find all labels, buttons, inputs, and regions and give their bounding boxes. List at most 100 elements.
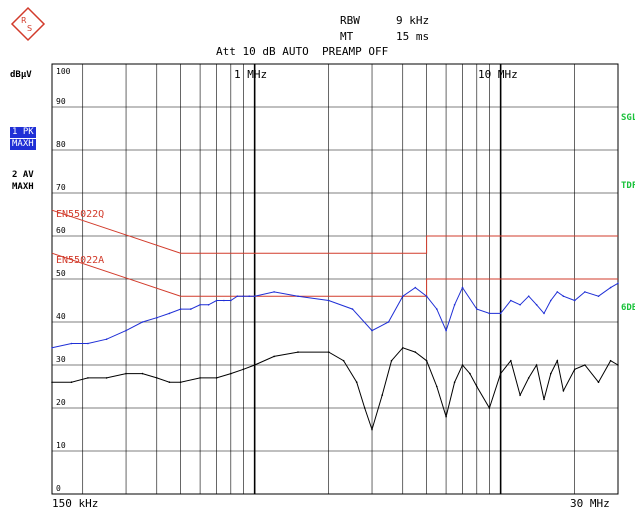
point-av-17 bbox=[342, 359, 345, 362]
y-tick-label-20: 20 bbox=[56, 398, 66, 407]
point-pk-15 bbox=[236, 295, 239, 298]
point-pk-17 bbox=[248, 295, 250, 298]
point-av-11 bbox=[230, 372, 232, 375]
point-av-8 bbox=[179, 381, 182, 384]
point-pk-43 bbox=[573, 299, 576, 302]
y-tick-label-10: 10 bbox=[56, 441, 66, 450]
point-av-0 bbox=[51, 381, 53, 384]
y-tick-label-60: 60 bbox=[56, 226, 66, 235]
point-av-20 bbox=[371, 428, 373, 431]
point-pk-4 bbox=[125, 329, 127, 332]
point-pk-20 bbox=[297, 295, 299, 298]
point-av-14 bbox=[273, 355, 275, 358]
point-av-18 bbox=[355, 381, 358, 384]
point-pk-37 bbox=[527, 295, 530, 298]
point-pk-28 bbox=[436, 308, 438, 310]
trace1-label[interactable]: 1 PK bbox=[10, 127, 36, 138]
point-pk-29 bbox=[445, 329, 447, 332]
point-av-31 bbox=[476, 385, 478, 388]
point-av-30 bbox=[469, 372, 471, 375]
point-pk-11 bbox=[207, 304, 210, 306]
tdf-indicator: TDF bbox=[621, 181, 635, 191]
point-pk-32 bbox=[476, 308, 478, 310]
att-line: Att 10 dB AUTO PREAMP OFF bbox=[216, 45, 389, 58]
trace2-label[interactable]: 2 AV bbox=[12, 170, 34, 180]
point-av-39 bbox=[550, 372, 552, 375]
point-av-29 bbox=[461, 364, 464, 366]
point-av-40 bbox=[556, 359, 559, 362]
point-pk-1 bbox=[70, 342, 73, 345]
point-pk-36 bbox=[519, 304, 521, 306]
point-av-4 bbox=[125, 372, 127, 375]
point-av-15 bbox=[297, 351, 299, 353]
sgl-indicator: SGL bbox=[621, 113, 635, 123]
point-av-2 bbox=[87, 377, 89, 379]
point-av-9 bbox=[199, 377, 201, 379]
point-pk-41 bbox=[556, 291, 559, 293]
point-av-23 bbox=[402, 347, 404, 349]
point-pk-23 bbox=[371, 329, 373, 332]
svg-text:S: S bbox=[27, 24, 32, 33]
point-av-1 bbox=[70, 381, 73, 384]
point-av-6 bbox=[156, 377, 158, 379]
x-label-start: 150 kHz bbox=[52, 497, 99, 510]
point-pk-31 bbox=[461, 286, 464, 289]
y-tick-label-0: 0 bbox=[56, 484, 61, 493]
point-av-3 bbox=[105, 377, 108, 379]
traces bbox=[51, 282, 619, 432]
unit-label: dBµV bbox=[10, 70, 32, 80]
y-tick-label-50: 50 bbox=[56, 269, 66, 278]
mt-value: 15 ms bbox=[396, 30, 430, 43]
point-av-19 bbox=[363, 407, 366, 409]
point-av-16 bbox=[327, 351, 330, 353]
point-av-27 bbox=[445, 415, 447, 418]
point-pk-6 bbox=[156, 316, 158, 319]
point-pk-39 bbox=[543, 312, 545, 315]
point-av-32 bbox=[488, 407, 491, 409]
point-av-7 bbox=[168, 381, 171, 384]
point-av-22 bbox=[390, 359, 393, 362]
y-tick-label-90: 90 bbox=[56, 97, 66, 106]
series-av bbox=[52, 347, 619, 432]
svg-text:R: R bbox=[21, 16, 27, 25]
point-av-33 bbox=[499, 372, 502, 375]
point-pk-3 bbox=[105, 338, 108, 341]
point-pk-22 bbox=[351, 308, 354, 310]
point-av-5 bbox=[141, 372, 144, 375]
rbw-label: RBW bbox=[340, 14, 360, 27]
point-av-42 bbox=[573, 368, 576, 371]
limit-lines bbox=[51, 209, 618, 297]
trace2-mode[interactable]: MAXH bbox=[12, 182, 34, 192]
series-pk bbox=[51, 282, 619, 349]
point-pk-40 bbox=[550, 299, 552, 302]
point-pk-21 bbox=[327, 299, 330, 302]
point-av-37 bbox=[535, 364, 538, 366]
point-pk-12 bbox=[215, 299, 218, 302]
trace1-mode[interactable]: MAXH bbox=[10, 139, 36, 150]
rohde-schwarz-logo-icon: R S bbox=[10, 6, 46, 42]
6db-indicator: 6DB bbox=[621, 303, 635, 313]
point-av-34 bbox=[510, 359, 512, 362]
limit-line-q bbox=[51, 209, 618, 254]
point-pk-42 bbox=[562, 295, 565, 298]
point-av-38 bbox=[543, 398, 545, 401]
point-pk-19 bbox=[273, 291, 275, 293]
point-av-10 bbox=[215, 377, 218, 379]
point-av-24 bbox=[414, 351, 417, 353]
limit-label-a: EN55022A bbox=[56, 255, 105, 266]
point-pk-35 bbox=[510, 299, 512, 302]
point-pk-5 bbox=[141, 321, 144, 323]
point-av-21 bbox=[381, 394, 384, 396]
point-pk-45 bbox=[597, 295, 600, 298]
point-pk-7 bbox=[168, 312, 171, 315]
freq-label-1mhz: 1 MHz bbox=[234, 68, 268, 81]
point-pk-18 bbox=[253, 295, 256, 298]
point-av-41 bbox=[562, 390, 565, 392]
point-pk-27 bbox=[425, 295, 428, 298]
point-pk-0 bbox=[51, 347, 53, 349]
point-pk-26 bbox=[414, 286, 417, 289]
y-tick-labels: 0 10 20 30 40 50 60 70 80 90 100 bbox=[56, 67, 71, 493]
limit-label-q: EN55022Q bbox=[56, 209, 105, 220]
point-pk-25 bbox=[402, 295, 404, 298]
